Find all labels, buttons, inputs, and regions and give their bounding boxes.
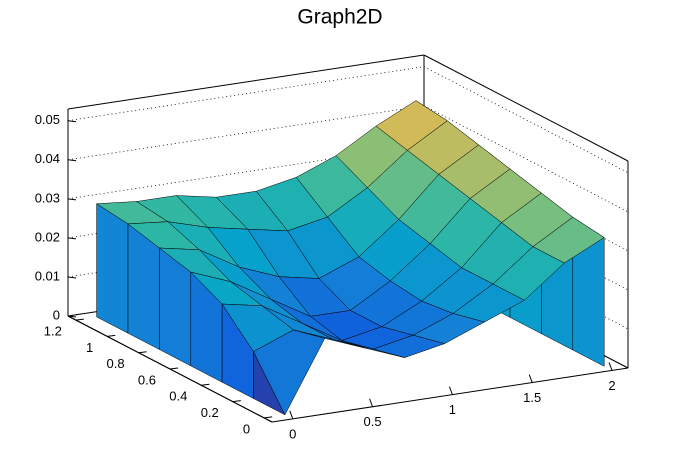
x-tick: [608, 362, 613, 371]
y-tick: [138, 351, 147, 354]
y-tick-label: 0: [243, 421, 250, 436]
surface-cell: [253, 329, 326, 416]
x-tick: [289, 410, 294, 420]
z-tick: [67, 315, 77, 318]
y-tick-label: 0.8: [107, 356, 125, 371]
axis-line: [423, 54, 629, 162]
y-tick-label: 0.6: [138, 372, 156, 387]
z-tick: [67, 276, 77, 279]
y-tick: [75, 318, 84, 321]
y-tick: [169, 367, 179, 370]
y-tick-label: 0.4: [169, 389, 187, 404]
y-tick-label: 1: [86, 340, 93, 355]
surface-skirt: [96, 203, 129, 334]
grid-line: [67, 66, 629, 174]
z-tick-label: 0.03: [35, 190, 60, 205]
z-tick: [67, 120, 77, 123]
x-tick-label: 2: [608, 378, 615, 393]
z-tick: [67, 198, 77, 201]
z-tick-label: 0.01: [35, 268, 60, 283]
x-tick-label: 1: [449, 402, 456, 417]
y-tick: [107, 334, 116, 337]
x-tick-label: 1.5: [523, 390, 541, 405]
chart-title: Graph2D: [297, 6, 382, 29]
z-tick-label: 0: [53, 307, 60, 322]
z-tick-label: 0.02: [35, 229, 60, 244]
x-tick: [448, 386, 453, 395]
axis-line: [271, 367, 629, 423]
x-tick: [528, 374, 533, 383]
x-tick-label: 0.5: [364, 414, 382, 429]
z-tick: [67, 237, 77, 240]
x-tick-label: 0: [289, 426, 296, 441]
z-tick-label: 0.05: [35, 112, 60, 127]
x-tick: [369, 398, 374, 407]
axis-line: [67, 54, 425, 110]
y-tick: [232, 400, 241, 403]
y-tick-label: 0.2: [201, 405, 219, 420]
y-tick: [201, 383, 210, 386]
z-tick-label: 0.04: [35, 151, 60, 166]
y-tick-label: 1.2: [44, 324, 62, 339]
z-tick: [67, 159, 77, 162]
y-tick: [264, 416, 273, 419]
